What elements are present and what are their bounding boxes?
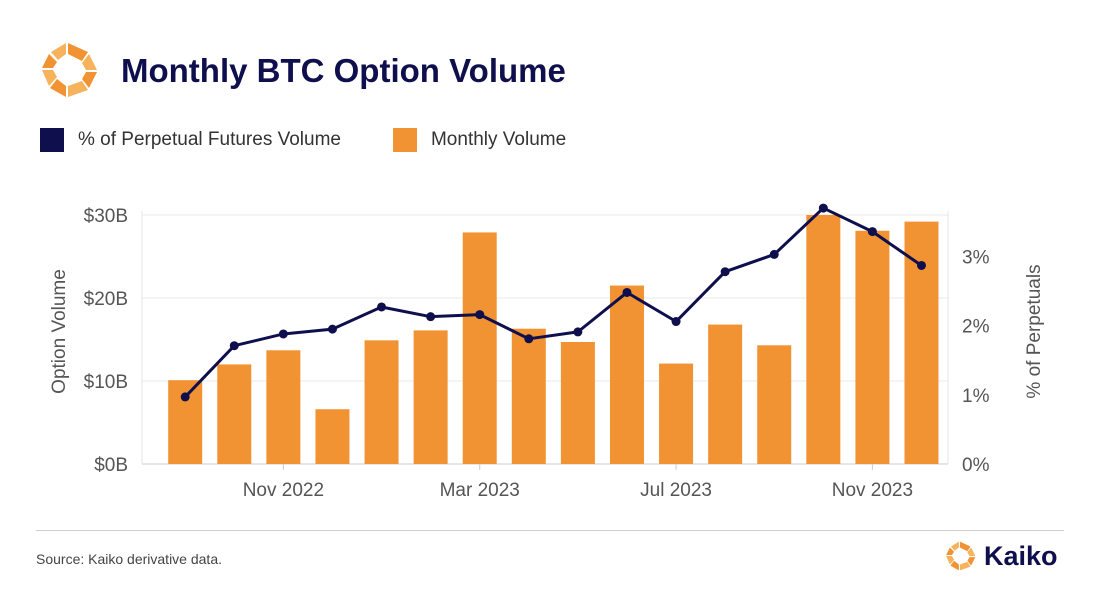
legend-item-percent: % of Perpetual Futures Volume <box>40 128 341 152</box>
legend-swatch-volume <box>392 128 417 152</box>
y-left-axis-title: Option Volume <box>49 269 70 394</box>
percent-point <box>180 392 190 402</box>
percent-point <box>573 327 583 337</box>
y-right-axis-title: % of Perpetuals <box>1024 264 1045 398</box>
volume-bar <box>659 363 694 464</box>
volume-bar <box>462 232 497 464</box>
source-note: Source: Kaiko derivative data. <box>36 551 222 567</box>
volume-bar <box>266 350 301 464</box>
volume-bar <box>560 341 595 464</box>
legend-label-percent: % of Perpetual Futures Volume <box>78 129 341 150</box>
volume-bar <box>217 364 252 464</box>
x-tick-label: Nov 2022 <box>243 480 324 501</box>
chart-legend: % of Perpetual Futures Volume Monthly Vo… <box>40 128 618 152</box>
volume-bar <box>806 215 841 464</box>
percent-point <box>426 312 436 322</box>
percent-point <box>720 267 730 277</box>
footer-divider <box>36 530 1064 531</box>
percent-point <box>475 310 485 320</box>
percent-point <box>867 227 877 237</box>
y-left-tick-label: $0B <box>94 455 128 476</box>
percent-point <box>916 260 926 270</box>
percent-point <box>327 324 337 334</box>
volume-bar <box>757 345 792 464</box>
y-right-tick-label: 1% <box>962 386 990 407</box>
y-left-tick-label: $10B <box>84 372 128 393</box>
percent-point <box>671 317 681 327</box>
percent-point <box>377 302 387 312</box>
y-right-tick-label: 3% <box>962 248 990 269</box>
legend-label-volume: Monthly Volume <box>430 129 567 150</box>
percent-point <box>818 203 828 213</box>
percent-point <box>524 334 534 344</box>
volume-bar <box>855 230 890 464</box>
percent-point <box>622 287 632 297</box>
brand-name: Kaiko <box>984 540 1058 571</box>
y-right-tick-label: 0% <box>962 455 990 476</box>
y-left-tick-label: $20B <box>84 289 128 310</box>
brand: Kaiko <box>944 539 1058 573</box>
y-right-tick-label: 2% <box>962 317 990 338</box>
volume-bar <box>413 330 448 464</box>
x-tick-label: Jul 2023 <box>640 480 712 501</box>
percent-point <box>278 329 288 339</box>
legend-item-volume: Monthly Volume <box>392 128 567 152</box>
y-left-tick-label: $30B <box>84 206 128 227</box>
percent-point <box>769 249 779 259</box>
header <box>38 38 102 102</box>
percent-point <box>229 341 239 351</box>
percent-line <box>184 206 923 398</box>
x-tick-label: Nov 2023 <box>832 480 913 501</box>
volume-bar <box>364 340 399 464</box>
chart-title: Monthly BTC Option Volume <box>121 52 566 89</box>
kaiko-logo-icon <box>946 541 976 571</box>
legend-swatch-percent <box>40 128 64 152</box>
kaiko-logo-icon <box>42 43 97 97</box>
volume-bar <box>609 285 644 464</box>
volume-bar <box>708 324 743 464</box>
volume-bar <box>315 409 350 464</box>
x-tick-label: Mar 2023 <box>440 480 520 501</box>
volume-bar <box>511 328 546 464</box>
